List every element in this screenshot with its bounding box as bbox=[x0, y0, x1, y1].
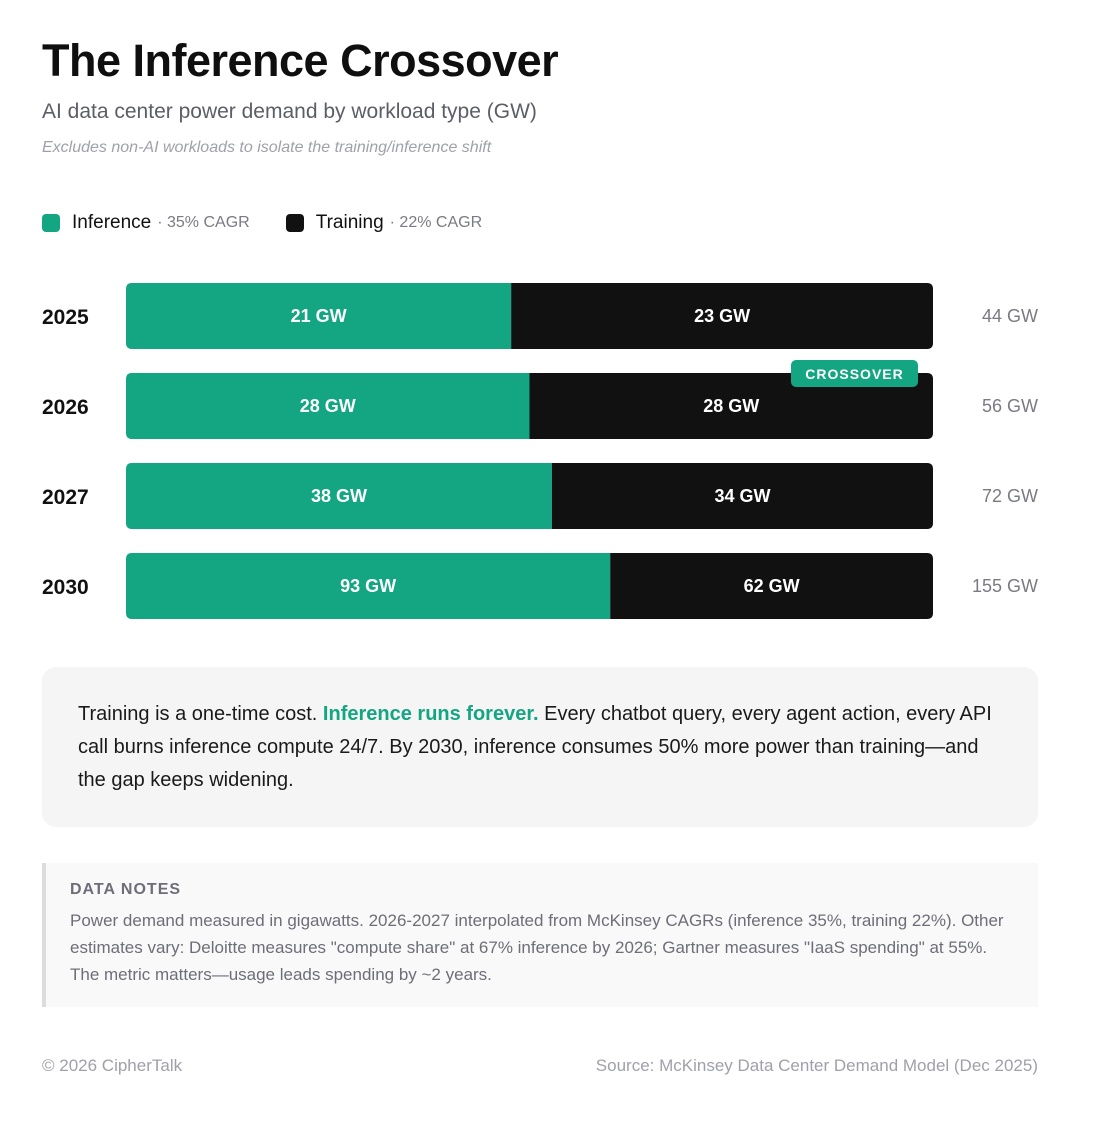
chart-scope-note: Excludes non-AI workloads to isolate the… bbox=[42, 139, 492, 156]
total-label-2026: 56 GW bbox=[982, 396, 1038, 416]
bar-label-inference-2025: 21 GW bbox=[291, 306, 347, 326]
stacked-bar-chart: 21 GW 23 GW 2025 44 GW 28 GW 28 GW 2026 56 GW CR… bbox=[42, 283, 1038, 619]
year-label-2025: 2025 bbox=[42, 306, 89, 329]
data-notes-title: DATA NOTES bbox=[70, 881, 182, 898]
bar-inference-2026 bbox=[126, 373, 530, 439]
legend-cagr-inference: · 35% CAGR bbox=[157, 214, 250, 231]
bar-label-training-2026: 28 GW bbox=[703, 396, 759, 416]
page-title: The Inference Crossover bbox=[42, 35, 559, 86]
legend-item-training: Training · 22% CAGR bbox=[285, 212, 483, 234]
bar-training-2026 bbox=[529, 373, 933, 439]
total-label-2027: 72 GW bbox=[982, 486, 1038, 506]
crossover-badge-label: CROSSOVER bbox=[805, 366, 903, 382]
footer-copyright: © 2026 CipherTalk bbox=[42, 1056, 183, 1075]
bar-label-inference-2027: 38 GW bbox=[311, 486, 367, 506]
data-notes-panel: DATA NOTES Power demand measured in giga… bbox=[42, 863, 1038, 1007]
data-notes-body: Power demand measured in gigawatts. 2026… bbox=[70, 911, 1004, 984]
chart-subtitle: AI data center power demand by workload … bbox=[42, 100, 537, 123]
crossover-badge bbox=[791, 360, 918, 387]
bar-label-training-2025: 23 GW bbox=[694, 306, 750, 326]
total-label-2025: 44 GW bbox=[982, 306, 1038, 326]
bar-training-2025 bbox=[511, 283, 933, 349]
bar-label-training-2027: 34 GW bbox=[714, 486, 770, 506]
insight-callout: Training is a one-time cost. Inference r… bbox=[42, 667, 1038, 827]
callout-highlight: Inference runs forever. bbox=[322, 703, 539, 725]
callout-lead: Training is a one-time cost. bbox=[78, 703, 323, 725]
legend-item-inference: Inference · 35% CAGR bbox=[42, 212, 250, 234]
year-label-2027: 2027 bbox=[42, 486, 89, 509]
bar-inference-2027 bbox=[126, 463, 552, 529]
bar-inference-2030 bbox=[126, 553, 611, 619]
footer-source: Source: McKinsey Data Center Demand Mode… bbox=[595, 1056, 1038, 1075]
callout-rest: Every chatbot query, every agent action,… bbox=[78, 703, 992, 791]
bar-training-2030 bbox=[610, 553, 933, 619]
bar-label-inference-2030: 93 GW bbox=[340, 576, 396, 596]
legend-label-inference: Inference bbox=[72, 212, 152, 233]
bar-label-inference-2026: 28 GW bbox=[300, 396, 356, 416]
chart-legend: Inference · 35% CAGR Training · 22% CAGR bbox=[42, 211, 518, 235]
legend-label-training: Training bbox=[315, 212, 384, 233]
bar-label-training-2030: 62 GW bbox=[744, 576, 800, 596]
total-label-2030: 155 GW bbox=[972, 576, 1038, 596]
year-label-2026: 2026 bbox=[42, 396, 89, 419]
legend-cagr-training: · 22% CAGR bbox=[389, 214, 483, 231]
bar-inference-2025 bbox=[126, 283, 512, 349]
legend-swatch-training bbox=[285, 214, 304, 232]
legend-swatch-inference bbox=[42, 214, 60, 232]
bar-training-2027 bbox=[551, 463, 933, 529]
year-label-2030: 2030 bbox=[42, 576, 89, 599]
